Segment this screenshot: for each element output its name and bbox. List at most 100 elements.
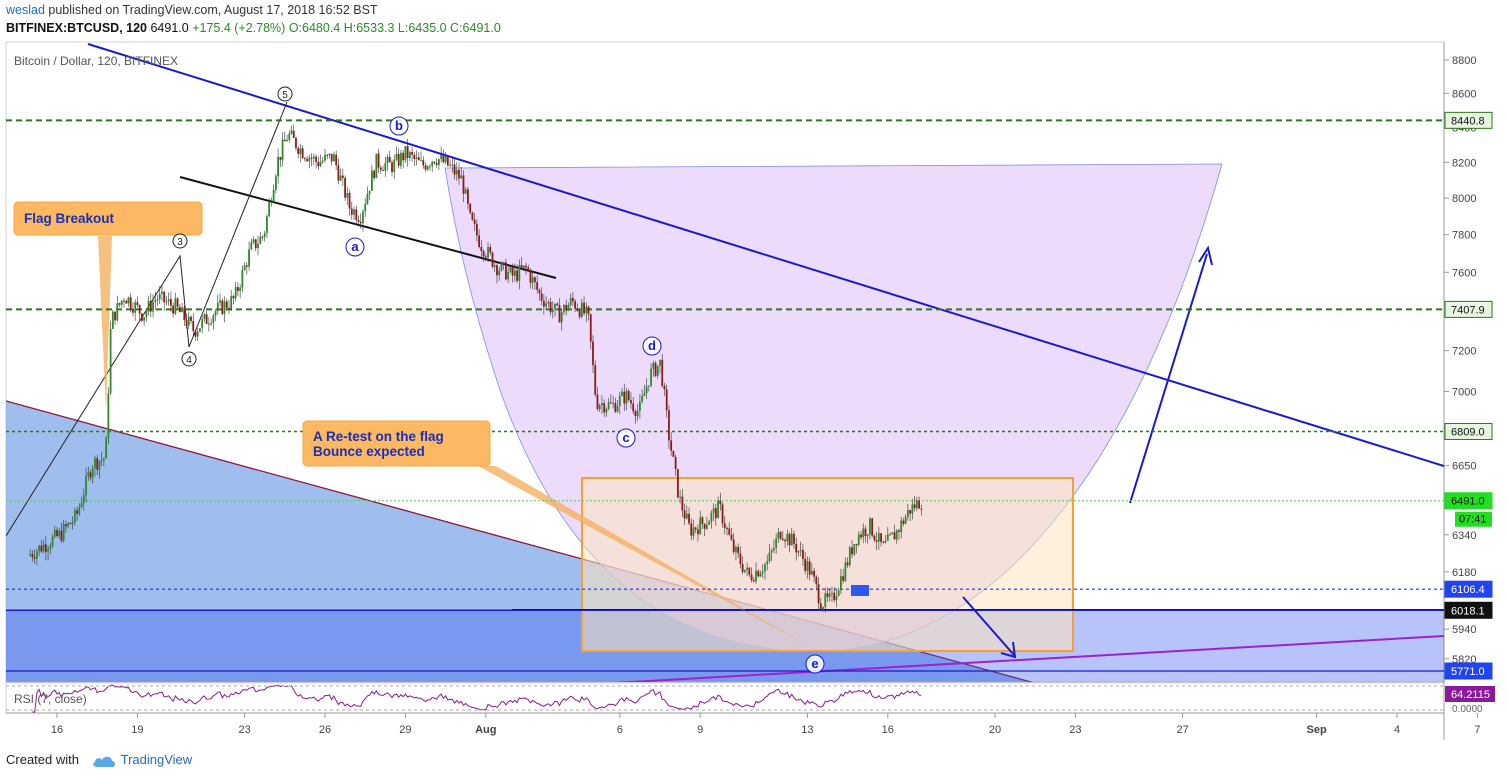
candle-body	[91, 468, 94, 478]
candle-body	[140, 313, 143, 321]
rsi-line	[32, 684, 922, 713]
candle-body	[96, 458, 99, 470]
candle-body	[752, 580, 755, 582]
candle-body	[605, 408, 608, 413]
candle-body	[786, 533, 789, 542]
candle-body	[455, 169, 458, 175]
candle-body	[174, 298, 177, 314]
candle-body	[685, 513, 688, 519]
candle-body	[746, 567, 748, 570]
price-label-box	[1444, 300, 1493, 318]
candle-body	[484, 256, 487, 258]
candle-body	[920, 508, 923, 510]
candle-body	[127, 297, 130, 304]
wave-label-circle	[277, 86, 293, 102]
candle-body	[647, 385, 650, 387]
candle-body	[909, 509, 912, 514]
candle-body	[589, 314, 592, 342]
price-label-text: 5771.0	[1451, 666, 1485, 678]
time-axis: 16 19 23 26 29 Aug 6 9 13 16 20 23 27 Sep 4 7	[51, 713, 1480, 736]
candle-body	[417, 157, 420, 161]
candle-body	[770, 550, 773, 553]
candle-body	[187, 316, 190, 326]
candle-body	[391, 162, 393, 173]
candle-body	[509, 267, 512, 272]
candle-body	[312, 156, 315, 159]
candle-body	[802, 549, 804, 559]
candle-body	[898, 530, 900, 532]
candle-body	[426, 166, 429, 170]
candle-body	[656, 365, 659, 376]
retest-text: A Re-test on the flag Bounce expected	[313, 429, 444, 459]
candle-body	[413, 154, 416, 159]
candle-body	[891, 532, 894, 535]
candle-body	[712, 508, 715, 513]
candle-body	[884, 540, 887, 543]
candle-body	[71, 522, 74, 525]
time-tick-label: 23	[1069, 724, 1081, 736]
candle-body	[80, 503, 83, 508]
candle-body	[759, 573, 762, 577]
candle-body	[641, 395, 644, 402]
candle-body	[319, 161, 322, 167]
candle-body	[341, 175, 344, 178]
candle-body	[33, 557, 36, 559]
candle-body	[194, 330, 197, 337]
candle-body	[652, 362, 655, 369]
tradingview-cloud-icon	[92, 756, 115, 767]
price-label-text: 6491.0	[1451, 496, 1485, 508]
candle-body	[163, 291, 166, 303]
time-tick-label: 23	[238, 724, 250, 736]
candle-body	[757, 570, 760, 577]
candle-body	[467, 189, 469, 204]
candle-body	[750, 574, 753, 581]
candle-body	[511, 267, 514, 276]
candle-body	[297, 148, 300, 155]
candle-body	[149, 300, 152, 312]
candle-body	[764, 564, 766, 572]
symbol-name: BITFINEX:BTCUSD, 120	[6, 21, 147, 35]
candle-body	[446, 156, 449, 166]
candle-body	[781, 538, 784, 540]
candle-body	[846, 562, 849, 566]
down-arrow	[962, 596, 1015, 656]
candle-body	[737, 546, 740, 554]
time-tick-label: 29	[399, 724, 411, 736]
author-link[interactable]: weslad	[6, 3, 45, 17]
candle-body	[632, 403, 635, 412]
candle-body	[873, 535, 876, 541]
candle-body	[612, 403, 614, 405]
candle-body	[299, 148, 302, 155]
candle-body	[790, 533, 793, 546]
candle-body	[328, 153, 331, 156]
wave-label-circle	[345, 237, 365, 257]
candle-body	[837, 590, 840, 596]
tradingview-link[interactable]: TradingView	[120, 752, 193, 767]
candle-body	[51, 536, 54, 547]
price-chart[interactable]: Flag Breakout A Re-test on the flag Bounc…	[0, 40, 1508, 745]
candle-body	[516, 270, 518, 281]
wave-label-circle	[181, 351, 197, 367]
candle-body	[601, 403, 603, 406]
candle-body	[411, 152, 413, 155]
candle-body	[138, 305, 141, 314]
candle-body	[228, 307, 230, 309]
candle-body	[277, 156, 279, 177]
candle-body	[98, 461, 101, 470]
candle-body	[804, 558, 807, 571]
candle-body	[353, 209, 355, 215]
candle-body	[855, 544, 858, 546]
candle-body	[507, 271, 510, 280]
price-tick-label: 8200	[1452, 157, 1476, 169]
candle-body	[761, 571, 764, 574]
candle-body	[893, 532, 896, 540]
retest-callout	[302, 420, 491, 467]
candle-body	[306, 158, 309, 162]
candle-body	[672, 450, 675, 457]
countdown-box	[1455, 511, 1492, 527]
candle-body	[871, 518, 874, 536]
candle-body	[103, 458, 105, 460]
candle-body	[500, 262, 503, 271]
candle-body	[831, 592, 833, 594]
candle-body	[397, 153, 400, 166]
